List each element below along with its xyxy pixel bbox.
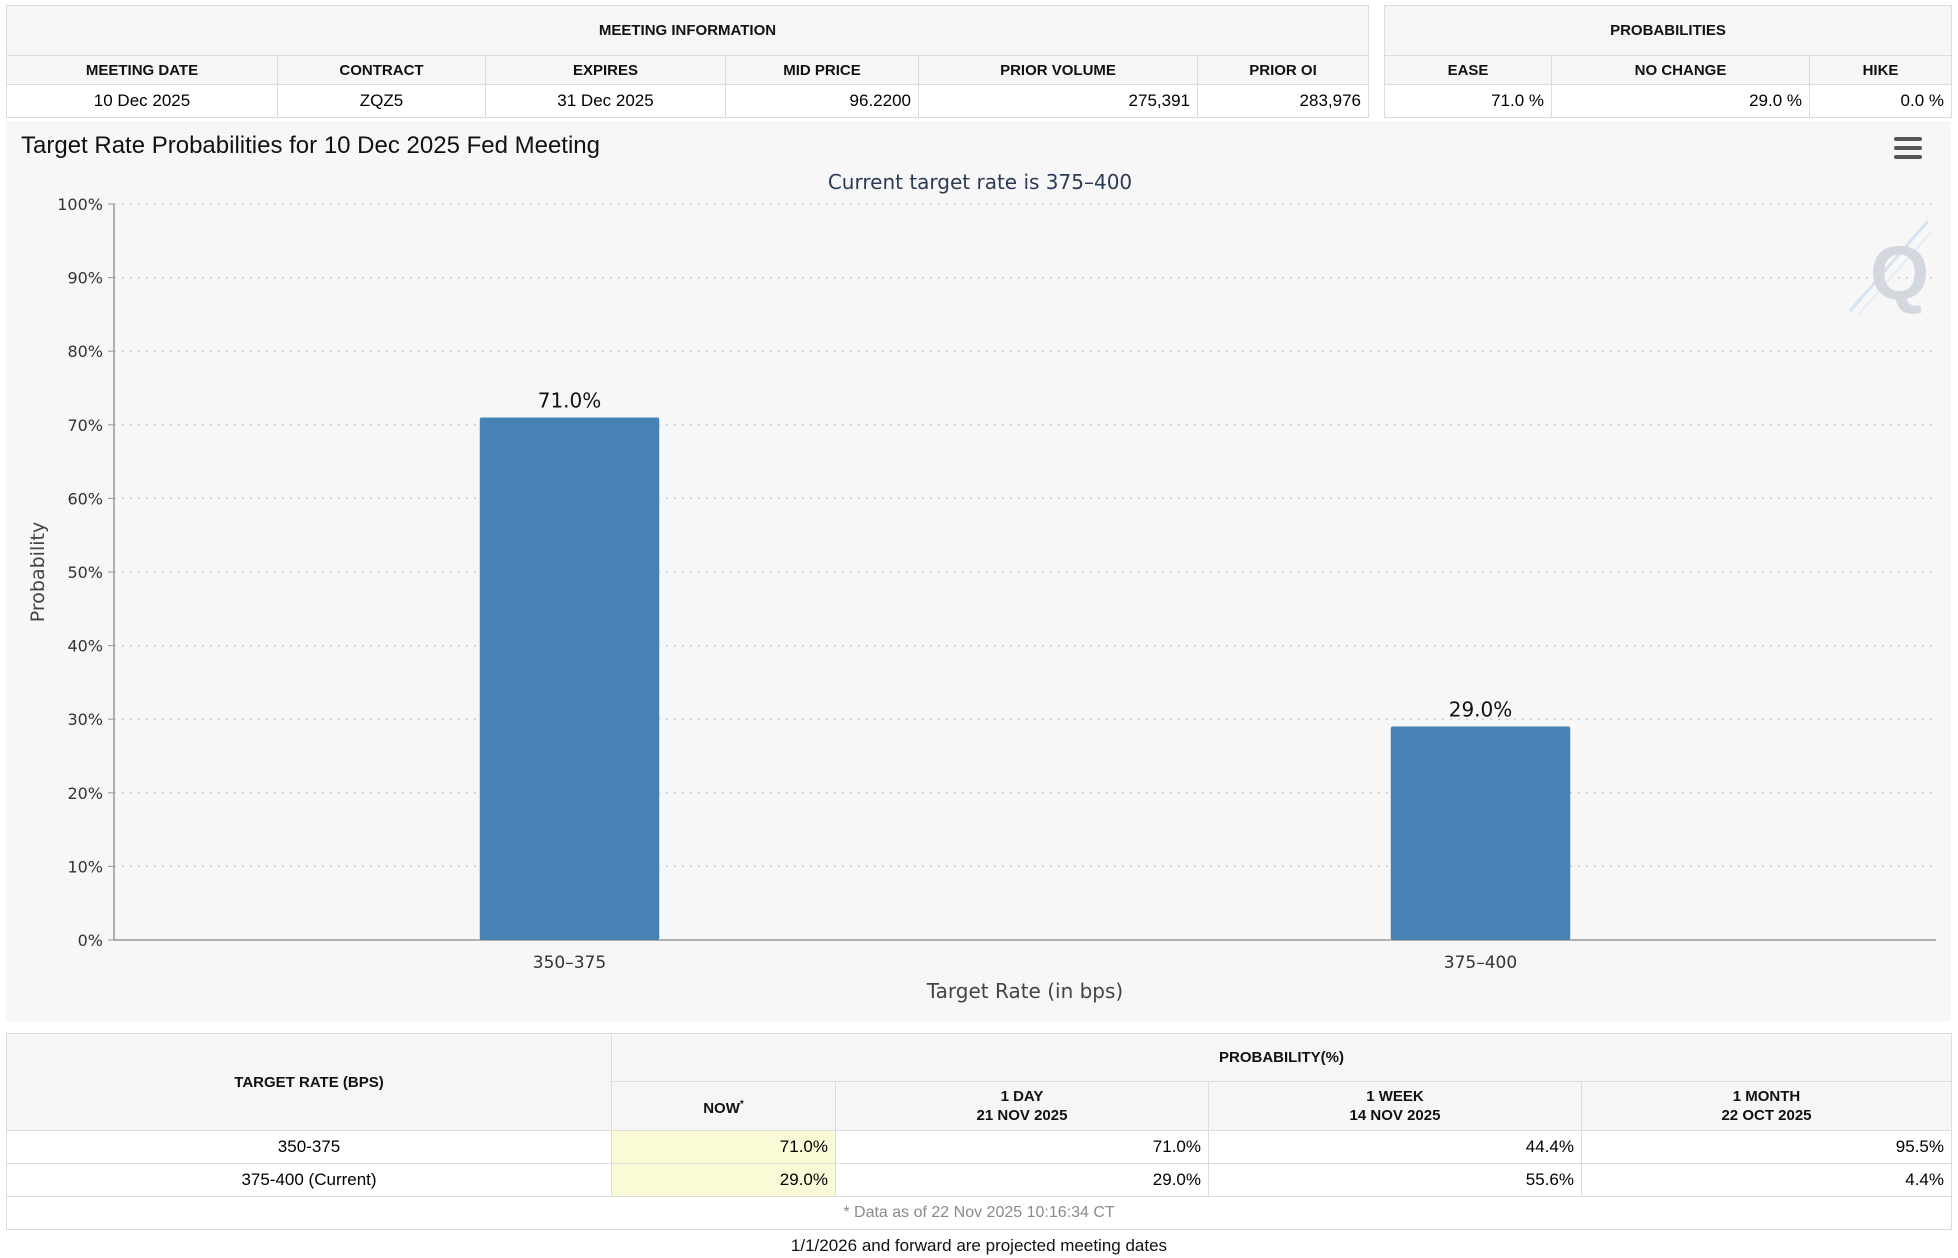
target-rate-cell: 350-375 [6, 1130, 612, 1164]
table-row: 375-400 (Current) 29.0% 29.0% 55.6% 4.4% [6, 1163, 1952, 1197]
table-row: 350-375 71.0% 71.0% 44.4% 95.5% [6, 1130, 1952, 1164]
no-change-value: 29.0 % [1551, 84, 1810, 118]
contract-header: CONTRACT [277, 55, 486, 85]
meeting-information-header: MEETING INFORMATION [6, 5, 1369, 56]
no-change-header: NO CHANGE [1551, 55, 1810, 85]
chart-title: Target Rate Probabilities for 10 Dec 202… [21, 132, 600, 159]
y-tick-label: 60% [67, 489, 103, 508]
one-week-probability-cell: 55.6% [1208, 1163, 1582, 1197]
one-month-header: 1 MONTH 22 OCT 2025 [1581, 1081, 1952, 1131]
hike-header: HIKE [1808, 55, 1953, 85]
expires-value: 31 Dec 2025 [485, 84, 726, 118]
one-week-probability-cell: 44.4% [1208, 1130, 1582, 1164]
contract-value: ZQZ5 [277, 84, 486, 118]
mid-price-header: MID PRICE [725, 55, 919, 85]
x-tick-label: 350–375 [533, 953, 606, 973]
hike-value: 0.0 % [1808, 84, 1953, 118]
one-day-header: 1 DAY 21 NOV 2025 [835, 1081, 1209, 1131]
y-tick-label: 50% [67, 563, 103, 582]
target-rate-cell: 375-400 (Current) [6, 1163, 612, 1197]
y-tick-label: 10% [67, 857, 103, 876]
meeting-date-header: MEETING DATE [6, 55, 278, 85]
bar [1390, 726, 1571, 940]
one-month-label: 1 MONTH [1732, 1088, 1801, 1105]
now-asterisk: * [739, 1098, 744, 1110]
one-week-header: 1 WEEK 14 NOV 2025 [1208, 1081, 1582, 1131]
projected-dates-note: 1/1/2026 and forward are projected meeti… [790, 1236, 1168, 1255]
one-month-probability-cell: 95.5% [1581, 1130, 1952, 1164]
prior-oi-header: PRIOR OI [1197, 55, 1369, 85]
hamburger-menu-icon[interactable] [1894, 137, 1922, 159]
y-tick-label: 30% [67, 710, 103, 729]
bar-data-label: 29.0% [1449, 698, 1513, 722]
one-day-label: 1 DAY [1000, 1088, 1044, 1105]
probabilities-header: PROBABILITIES [1383, 5, 1953, 56]
y-axis-title: Probability [27, 522, 49, 622]
one-week-label: 1 WEEK [1366, 1088, 1424, 1105]
probabilities-table: PROBABILITIES EASE NO CHANGE HIKE 71.0 %… [1383, 5, 1953, 118]
prior-oi-value: 283,976 [1197, 84, 1369, 118]
x-tick-label: 375–400 [1444, 953, 1517, 973]
data-timestamp-footnote: * Data as of 22 Nov 2025 10:16:34 CT [6, 1196, 1952, 1230]
probability-header: PROBABILITY(%) [611, 1033, 1952, 1082]
one-day-probability-cell: 29.0% [835, 1163, 1209, 1197]
bar [479, 417, 660, 940]
y-tick-label: 0% [78, 931, 103, 950]
x-axis-title: Target Rate (in bps) [926, 979, 1123, 1003]
expires-header: EXPIRES [485, 55, 726, 85]
bar-data-label: 71.0% [538, 388, 602, 412]
target-rate-header: TARGET RATE (BPS) [6, 1033, 612, 1131]
mid-price-value: 96.2200 [725, 84, 919, 118]
y-tick-label: 20% [67, 784, 103, 803]
target-rate-probability-table: TARGET RATE (BPS) PROBABILITY(%) NOW* 1 … [6, 1033, 1952, 1230]
one-week-date: 14 NOV 2025 [1349, 1107, 1441, 1124]
one-month-probability-cell: 4.4% [1581, 1163, 1952, 1197]
meeting-information-table: MEETING INFORMATION MEETING DATE CONTRAC… [6, 5, 1369, 118]
chart-panel: 0% 10% 20% 30% 40% 50% 60% 70% 80% 90% 100% 71.0% 35… [6, 121, 1951, 1021]
y-tick-label: 90% [67, 269, 103, 288]
one-day-date: 21 NOV 2025 [976, 1107, 1068, 1124]
probability-bar-chart: 0% 10% 20% 30% 40% 50% 60% 70% 80% 90% 100% 71.0% 35… [27, 170, 1936, 1003]
now-probability-cell: 29.0% [611, 1163, 836, 1197]
q-logo-icon: Q [1848, 220, 1933, 316]
one-day-probability-cell: 71.0% [835, 1130, 1209, 1164]
svg-text:Q: Q [1870, 231, 1929, 316]
chart-subtitle: Current target rate is 375–400 [828, 170, 1132, 194]
y-tick-label: 100% [57, 195, 103, 214]
y-tick-label: 70% [67, 416, 103, 435]
ease-value: 71.0 % [1384, 84, 1552, 118]
one-month-date: 22 OCT 2025 [1721, 1107, 1812, 1124]
now-header: NOW* [611, 1081, 836, 1131]
meeting-date-value: 10 Dec 2025 [6, 84, 278, 118]
ease-header: EASE [1384, 55, 1552, 85]
y-tick-label: 80% [67, 342, 103, 361]
now-probability-cell: 71.0% [611, 1130, 836, 1164]
y-tick-label: 40% [67, 637, 103, 656]
prior-volume-value: 275,391 [918, 84, 1198, 118]
now-header-label: NOW [703, 1099, 740, 1117]
prior-volume-header: PRIOR VOLUME [918, 55, 1198, 85]
